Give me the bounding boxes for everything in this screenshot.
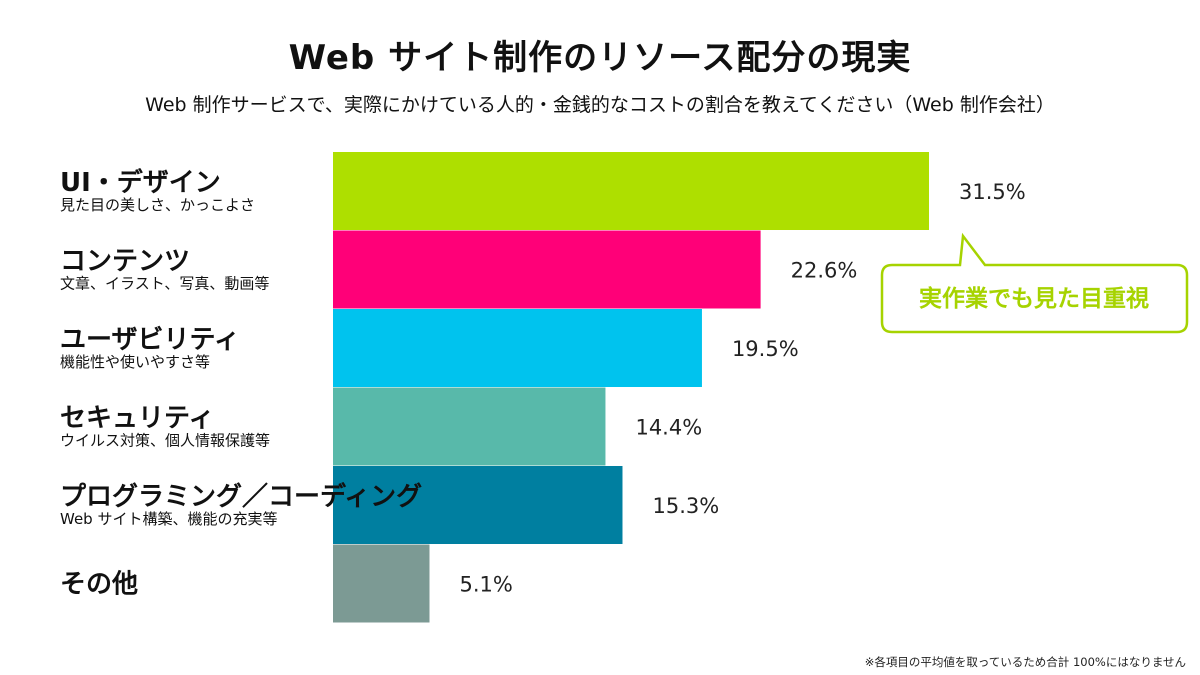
category-label: UI・デザイン <box>60 167 221 198</box>
category-label: セキュリティ <box>60 404 214 434</box>
value-labels-group: 31.5% 22.6% 19.5% 14.4% 15.3% 5.1% <box>459 180 1025 597</box>
value-label: 5.1% <box>459 573 512 597</box>
callout-text: 実作業でも見た目重視 <box>919 285 1149 312</box>
category-label: コンテンツ <box>60 247 190 277</box>
bar <box>333 387 606 466</box>
chart-title: Web サイト制作のリソース配分の現実 <box>288 38 912 78</box>
bar <box>333 544 430 623</box>
category-label: その他 <box>60 570 138 600</box>
callout-frame <box>880 232 1189 334</box>
bars-group <box>333 152 929 623</box>
category-description: ウイルス対策、個人情報保護等 <box>60 432 270 450</box>
value-label: 14.4% <box>635 416 702 440</box>
footnote: ※各項目の平均値を取っているため合計 100%にはなりません <box>864 655 1186 669</box>
bar <box>333 152 929 230</box>
category-description: 機能性や使いやすさ等 <box>60 353 210 371</box>
value-label: 19.5% <box>732 337 799 361</box>
category-description: Web サイト構築、機能の充実等 <box>60 510 277 528</box>
bar <box>333 230 761 309</box>
bar <box>333 309 702 387</box>
value-label: 22.6% <box>791 259 858 283</box>
category-label: プログラミング／コーディング <box>60 481 422 512</box>
bar <box>333 466 623 544</box>
category-description: 見た目の美しさ、かっこよさ <box>60 196 255 214</box>
value-label: 15.3% <box>652 494 719 518</box>
category-label: ユーザビリティ <box>60 325 240 355</box>
category-description: 文章、イラスト、写真、動画等 <box>60 275 269 293</box>
chart-subtitle: Web 制作サービスで、実際にかけている人的・金銭的なコストの割合を教えてくださ… <box>145 94 1055 116</box>
value-label: 31.5% <box>959 180 1026 204</box>
callout-bubble: 実作業でも見た目重視 <box>880 232 1189 334</box>
category-labels-group: UI・デザイン見た目の美しさ、かっこよさコンテンツ文章、イラスト、写真、動画等ユ… <box>60 167 422 600</box>
